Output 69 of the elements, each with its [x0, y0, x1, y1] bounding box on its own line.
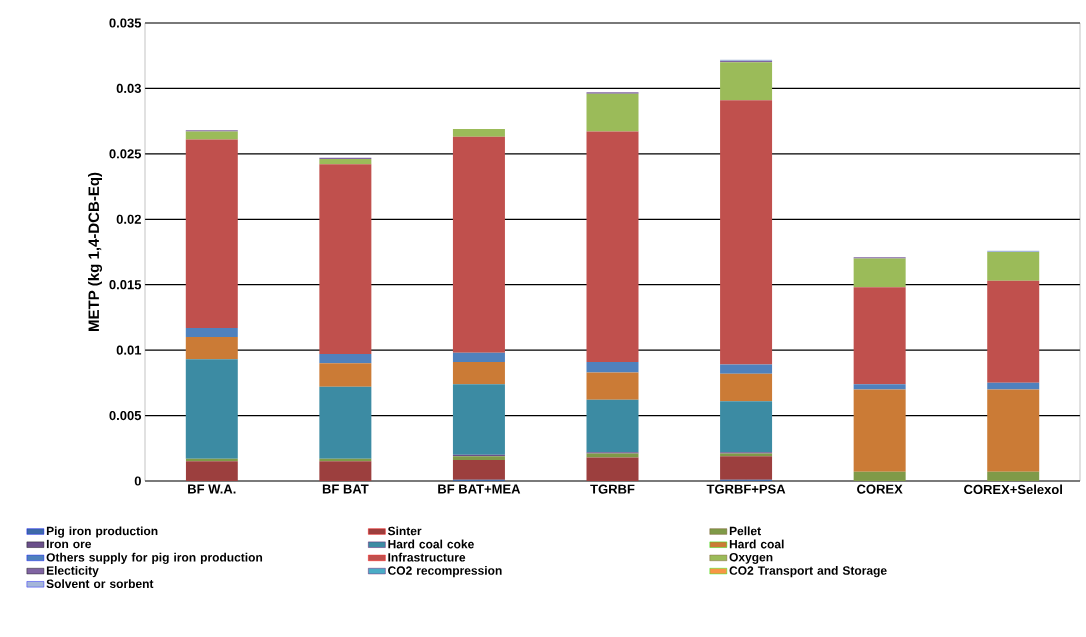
legend-label: Hard coal coke: [388, 539, 474, 549]
legend-label: CO2 recompression: [388, 566, 502, 578]
x-tick-label: TGRBF+PSA: [706, 484, 786, 494]
bar: [853, 471, 906, 481]
bar: [720, 373, 773, 402]
y-tick-label: 0.02: [116, 214, 141, 224]
legend-label: Infrastructure: [388, 552, 466, 562]
bar: [720, 401, 773, 453]
bar: [319, 164, 372, 355]
bar: [185, 359, 238, 459]
bar: [185, 461, 238, 481]
legend-label: Hard coal: [729, 539, 784, 549]
bar: [586, 372, 639, 400]
x-tick-label: BF BAT+MEA: [438, 484, 521, 494]
y-tick-label: 0.005: [109, 410, 142, 421]
legend-label: Oxygen: [729, 552, 773, 564]
y-tick-label: 0.035: [109, 18, 142, 28]
bar: [586, 361, 639, 373]
bar: [720, 456, 773, 480]
bar: [319, 363, 372, 387]
x-tick-label: COREX+Selexol: [964, 484, 1062, 495]
y-tick-label: 0: [134, 476, 141, 486]
bar: [452, 460, 505, 480]
legend-label: Electicity: [46, 566, 99, 578]
legend-label: Others supply for pig iron production: [46, 552, 263, 565]
bar: [185, 327, 238, 338]
bar: [720, 100, 773, 365]
legend-label: Solvent or sorbent: [46, 579, 154, 589]
y-tick-label: 0.015: [109, 280, 142, 290]
bar: [987, 471, 1040, 481]
bar: [452, 128, 505, 137]
y-tick-label: 0.025: [109, 149, 142, 159]
bar: [319, 386, 372, 459]
bar: [853, 384, 906, 390]
bar: [586, 457, 639, 481]
x-tick-label: BF BAT: [322, 484, 369, 494]
bar: [452, 456, 505, 461]
bar: [720, 364, 773, 374]
y-tick-label: 0.03: [116, 83, 141, 94]
bar: [987, 280, 1040, 383]
x-tick-label: COREX: [857, 484, 903, 494]
bar: [586, 131, 639, 362]
bar: [452, 136, 505, 353]
legend-label: Pig iron production: [46, 526, 158, 538]
bar: [185, 337, 238, 360]
x-tick-label: BF W.A.: [188, 484, 236, 494]
bar: [586, 399, 639, 453]
bar: [452, 352, 505, 362]
bar: [853, 258, 906, 288]
legend-label: CO2 Transport and Storage: [729, 566, 887, 578]
bar: [452, 361, 505, 385]
bar: [987, 252, 1040, 281]
bar: [853, 389, 906, 472]
bar: [586, 93, 639, 132]
bar: [987, 389, 1040, 472]
bar: [853, 287, 906, 385]
y-axis-title: METP (kg 1,4-DCB-Eq): [88, 172, 103, 331]
legend-label: Iron ore: [46, 539, 92, 549]
x-tick-label: TGRBF: [590, 484, 635, 494]
y-tick-label: 0.01: [116, 345, 142, 355]
bar: [987, 382, 1040, 390]
legend-label: Pellet: [729, 526, 761, 536]
bar: [319, 461, 372, 481]
bar: [185, 139, 238, 328]
bar: [319, 159, 372, 165]
legend-label: Sinter: [387, 526, 422, 536]
bar: [319, 354, 372, 364]
bar: [452, 384, 505, 455]
bar: [720, 62, 773, 101]
